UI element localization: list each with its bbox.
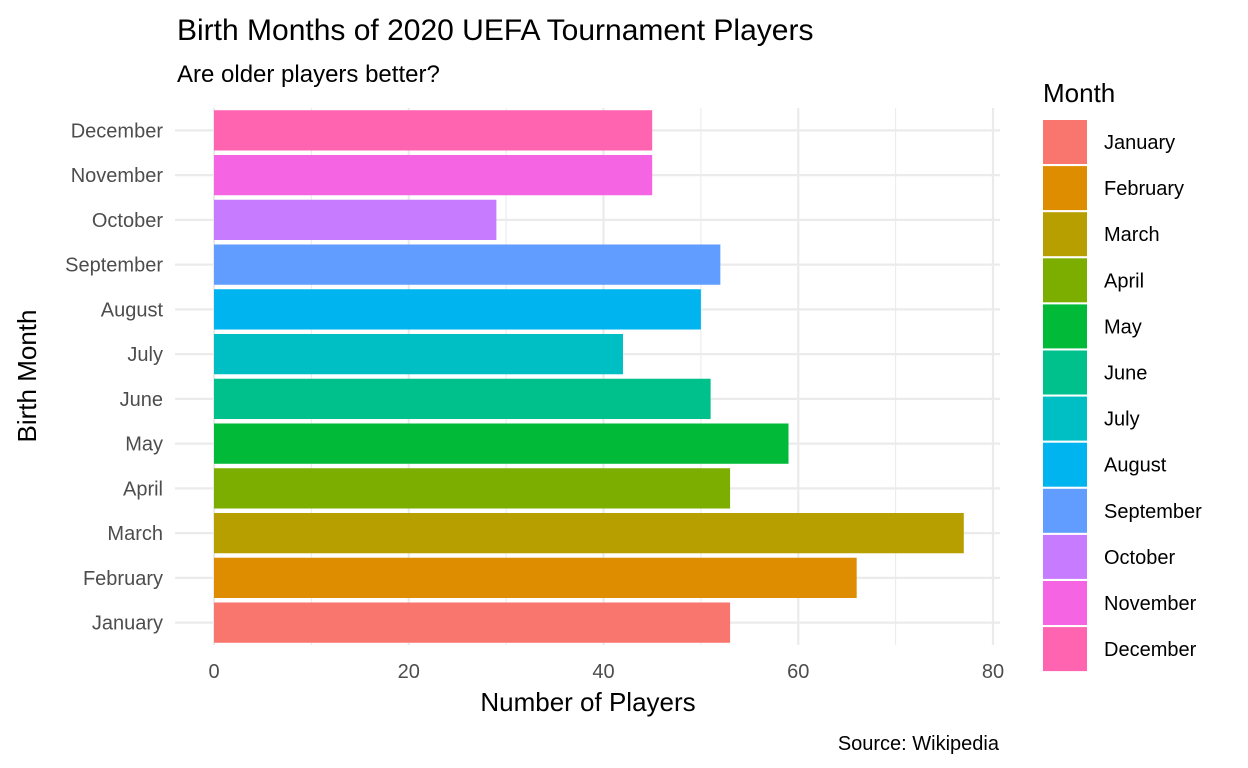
y-axis-title: Birth Month (12, 310, 42, 443)
legend-key-october (1043, 534, 1087, 579)
y-tick-label: January (92, 613, 163, 635)
legend-key-may (1043, 304, 1087, 349)
legend-key-november (1043, 581, 1087, 625)
x-tick-label: 60 (787, 661, 809, 683)
y-tick-label: December (71, 120, 164, 142)
bar-january (214, 602, 731, 643)
legend-label: August (1104, 455, 1167, 477)
legend-key-june (1043, 350, 1087, 395)
bar-september (214, 244, 721, 285)
bar-december (214, 110, 653, 151)
x-tick-label: 0 (208, 661, 219, 683)
legend-key-december (1043, 627, 1087, 672)
bar-june (214, 378, 711, 420)
legend-label: February (1104, 178, 1184, 200)
y-tick-label: February (83, 568, 163, 590)
x-axis-title: Number of Players (480, 687, 695, 717)
x-tick-label: 20 (398, 661, 420, 683)
legend-key-february (1043, 166, 1087, 211)
bar-november (214, 154, 653, 196)
legend-label: March (1104, 224, 1160, 246)
y-tick-label: September (65, 255, 163, 277)
legend-key-march (1043, 212, 1087, 257)
x-axis-ticks: 0 20 40 60 80 (208, 661, 1004, 683)
x-tick-label: 40 (592, 661, 614, 683)
legend-key-july (1043, 396, 1087, 441)
y-tick-label: May (125, 434, 163, 456)
legend-label: September (1104, 501, 1202, 523)
legend-label: April (1104, 270, 1144, 292)
legend-key-august (1043, 442, 1087, 487)
y-tick-label: October (92, 210, 163, 232)
legend-label: July (1104, 409, 1140, 431)
bars (214, 110, 964, 643)
chart-subtitle: Are older players better? (177, 61, 440, 88)
bar-april (214, 468, 731, 509)
y-axis-ticks: January February March April May June July Augu… (65, 120, 163, 634)
bar-may (214, 423, 789, 464)
y-tick-label: March (107, 523, 163, 545)
y-tick-label: August (101, 299, 164, 321)
bar-july (214, 333, 623, 375)
legend-label: June (1104, 363, 1147, 385)
legend-label: December (1104, 639, 1197, 661)
legend-label: January (1104, 132, 1175, 154)
y-tick-label: July (127, 344, 163, 366)
legend: January February March April May June July Augu… (1043, 120, 1202, 672)
bar-october (214, 199, 497, 241)
bar-august (214, 289, 701, 330)
legend-label: May (1104, 316, 1142, 338)
legend-key-january (1043, 120, 1087, 164)
chart-caption: Source: Wikipedia (838, 733, 1000, 755)
legend-title: Month (1043, 78, 1115, 108)
y-tick-label: April (123, 478, 163, 500)
legend-key-april (1043, 258, 1087, 303)
legend-label: October (1104, 547, 1175, 569)
chart-title: Birth Months of 2020 UEFA Tournament Pla… (177, 14, 813, 47)
x-tick-label: 80 (982, 661, 1004, 683)
legend-label: November (1104, 593, 1197, 615)
bar-march (214, 512, 964, 554)
y-tick-label: June (120, 389, 163, 411)
legend-key-september (1043, 488, 1087, 533)
y-tick-label: November (71, 165, 164, 187)
bar-february (214, 557, 857, 599)
